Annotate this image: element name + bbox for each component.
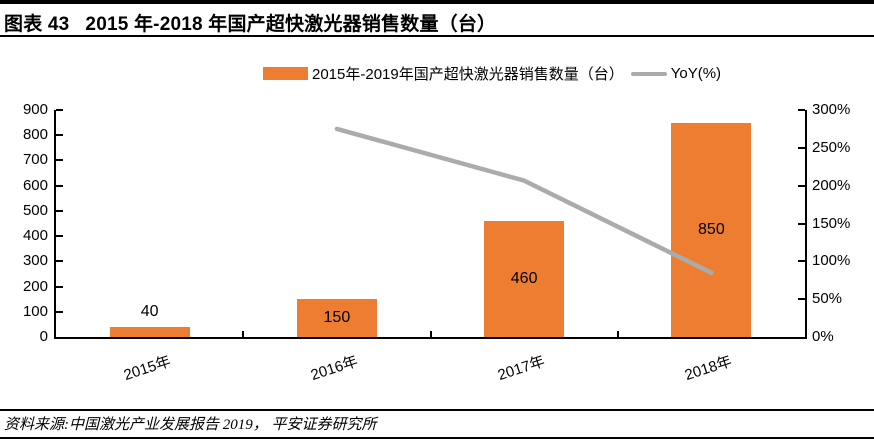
plot-area: 40 150 460 850 [56, 109, 805, 337]
left-axis-tick-label: 600 [22, 176, 48, 194]
right-axis-tick-label: 150% [812, 214, 851, 232]
chart-legend: 2015年-2019年国产超快激光器销售数量（台） YoY(%) [263, 63, 721, 84]
right-axis-tick-label: 100% [812, 252, 851, 270]
source-divider-rule [0, 409, 874, 411]
figure-title-text: 2015 年-2018 年国产超快激光器销售数量（台） [85, 14, 497, 35]
left-y-axis-line [54, 110, 56, 339]
line-series-swatch-icon [630, 71, 667, 76]
left-axis-tick-mark [56, 209, 63, 212]
right-axis-tick-mark [798, 109, 805, 111]
left-axis-tick-label: 900 [22, 101, 48, 118]
right-axis-tick-label: 0% [812, 328, 834, 345]
left-axis-tick-label: 0 [39, 328, 48, 345]
bar-series-swatch-icon [263, 67, 308, 80]
left-axis-tick-label: 500 [22, 201, 48, 219]
right-axis-tick-label: 300% [812, 101, 851, 118]
left-axis-tick-label: 100 [22, 302, 48, 320]
yoy-line [334, 126, 714, 276]
right-y-axis-line [805, 110, 807, 339]
bar-value-label: 40 [140, 302, 159, 320]
x-axis-category-label: 2018年 [683, 352, 735, 385]
left-axis-tick-mark [56, 134, 63, 137]
right-axis-tick-label: 50% [812, 290, 843, 308]
left-axis-tick-mark [56, 310, 63, 313]
right-axis-tick-mark [798, 260, 805, 263]
left-axis-tick-label: 200 [22, 277, 48, 295]
bar-value-label: 460 [510, 269, 538, 287]
left-axis-tick-label: 800 [22, 126, 48, 144]
left-axis-tick-mark [56, 260, 63, 263]
left-axis-tick-label: 300 [22, 252, 48, 270]
left-axis-tick-mark [56, 235, 63, 238]
x-axis-line [54, 337, 807, 339]
figure-title: 图表 43 2015 年-2018 年国产超快激光器销售数量（台） [4, 9, 496, 36]
x-axis-tick-mark [616, 331, 619, 337]
left-axis-tick-mark [56, 109, 63, 111]
left-axis-tick-label: 700 [22, 151, 48, 169]
left-axis-tick-mark [56, 159, 63, 162]
right-axis-tick-mark [798, 222, 805, 225]
left-axis-tick-label: 400 [22, 227, 48, 245]
figure-number-label: 图表 43 [4, 14, 70, 35]
right-axis-tick-mark [798, 146, 805, 149]
x-axis-category-label: 2015年 [121, 352, 173, 385]
source-note: 资料来源:中国激光产业发展报告 2019， 平安证券研究所 [4, 417, 377, 433]
title-underline [0, 35, 874, 37]
x-axis-category-label: 2016年 [308, 352, 360, 385]
bar [484, 220, 565, 337]
bar-value-label: 850 [698, 220, 725, 238]
right-axis-tick-label: 200% [812, 176, 851, 194]
bar-series-legend-label: 2015年-2019年国产超快激光器销售数量（台） [312, 66, 624, 83]
bar [671, 122, 752, 337]
right-axis-tick-mark [798, 298, 805, 301]
bar-value-label: 150 [323, 309, 351, 327]
x-axis-category-label: 2017年 [495, 352, 548, 385]
bar [109, 326, 190, 337]
left-axis-tick-mark [56, 285, 63, 288]
right-axis-tick-label: 250% [812, 138, 851, 156]
right-axis-tick-mark [798, 184, 805, 187]
x-axis-tick-mark [429, 331, 432, 337]
line-series-legend-label: YoY(%) [670, 65, 722, 82]
bar [296, 299, 377, 337]
top-rule [0, 0, 874, 4]
x-axis-tick-mark [242, 331, 245, 337]
left-axis-tick-mark [56, 184, 63, 187]
bottom-rule [0, 437, 874, 439]
